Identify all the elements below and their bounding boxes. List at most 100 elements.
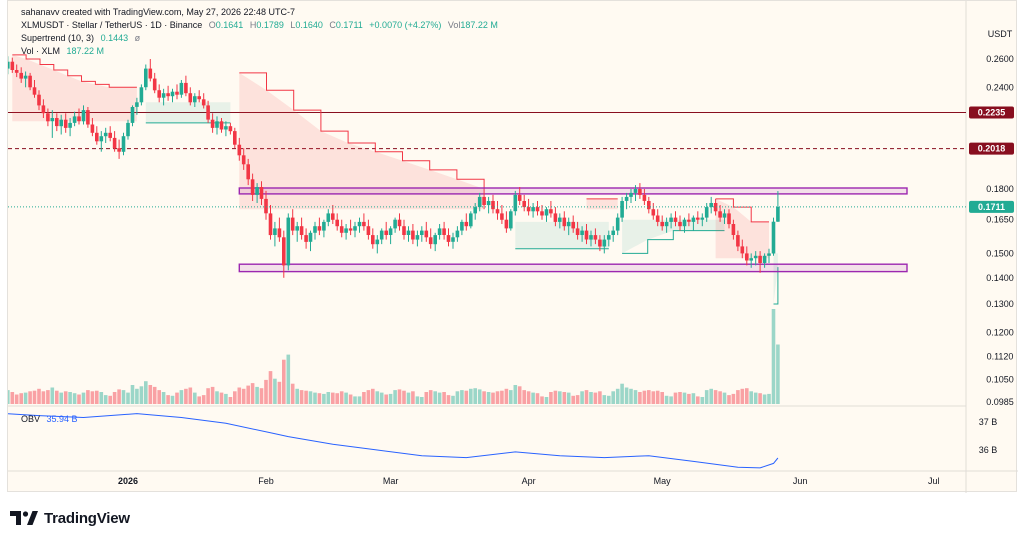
volume-bar	[771, 309, 776, 404]
volume-bar	[148, 385, 153, 404]
volume-bar	[246, 385, 250, 404]
volume-bar	[709, 388, 713, 404]
candle	[700, 213, 705, 227]
candle-body	[411, 230, 415, 240]
volume-bar	[589, 392, 593, 404]
candle	[117, 139, 121, 159]
candle	[224, 121, 228, 137]
volume-bar	[166, 395, 170, 404]
volume-bar	[32, 390, 37, 404]
candle	[90, 118, 95, 137]
candle-body	[731, 224, 736, 235]
volume-bar	[495, 391, 500, 404]
candle	[41, 99, 46, 118]
candle	[749, 253, 753, 268]
candle	[10, 57, 15, 73]
candle	[718, 205, 722, 222]
volume-bar	[371, 388, 375, 404]
volume-bar	[121, 390, 126, 404]
candle-body	[736, 235, 740, 247]
time-tick-label: Apr	[522, 476, 536, 486]
candle	[375, 235, 380, 254]
volume-bar	[193, 392, 197, 404]
candle	[331, 205, 335, 224]
candle-body	[379, 230, 384, 240]
candle-body	[152, 78, 157, 91]
time-tick-label: Jul	[928, 476, 940, 486]
candle	[602, 235, 607, 254]
volume-bar	[170, 395, 175, 404]
volume-bar	[482, 391, 486, 404]
price-tick-label: 0.2400	[986, 82, 1014, 92]
candle	[201, 93, 206, 109]
candle	[771, 217, 776, 256]
volume-bar	[264, 379, 268, 404]
chart-frame: USDT 0.2600 0.2400 0.1800 0.1650 0.1500 0.1400…	[7, 0, 1018, 493]
supertrend-line-up-7	[773, 267, 779, 305]
obv-legend[interactable]: OBV 35.94 B	[21, 414, 82, 424]
volume-bar	[55, 390, 59, 404]
candle-body	[228, 126, 233, 132]
candle	[753, 251, 758, 266]
tradingview-logo-icon	[10, 511, 38, 525]
volume-legend[interactable]: Vol · XLM 187.22 M	[21, 46, 108, 56]
volume-bar	[651, 391, 656, 404]
candle	[575, 221, 580, 240]
volume-bar	[144, 381, 148, 404]
supertrend-label: Supertrend (10, 3)	[21, 33, 95, 43]
candle	[157, 84, 161, 103]
volume-bar	[544, 397, 549, 404]
candle	[14, 64, 19, 78]
candle-body	[166, 93, 170, 97]
volume-bar	[72, 393, 77, 404]
candle-body	[99, 136, 104, 142]
candle-body	[135, 102, 139, 107]
candle-body	[348, 228, 353, 231]
volume-bar	[669, 396, 673, 404]
candle	[420, 226, 424, 242]
volume-bar	[59, 392, 63, 404]
candle	[339, 219, 344, 238]
candle-body	[482, 196, 486, 205]
volume-bar	[237, 387, 242, 404]
visibility-icon[interactable]: ø	[134, 33, 141, 43]
candle	[55, 113, 59, 132]
symbol-title[interactable]: XLMUSDT · Stellar / TetherUS · 1D · Bina…	[21, 20, 203, 30]
volume-bar	[228, 397, 233, 404]
candle-body	[237, 144, 242, 156]
volume-bar	[736, 390, 740, 404]
change-value: +0.0070 (+4.27%)	[369, 20, 442, 30]
chart-canvas[interactable]: USDT 0.2600 0.2400 0.1800 0.1650 0.1500 0.1400…	[8, 1, 1018, 493]
volume-bar	[139, 386, 144, 404]
candle-body	[121, 136, 126, 152]
supertrend-fill-3	[515, 221, 609, 249]
obv-tick-label: 36 B	[979, 445, 998, 455]
candle-body	[331, 213, 335, 220]
volume-bar	[126, 392, 130, 404]
candle-body	[535, 207, 540, 212]
candle	[469, 211, 473, 229]
price-tick-label: 0.2600	[986, 54, 1014, 64]
candle	[290, 209, 295, 236]
candle-body	[184, 82, 188, 94]
candle	[745, 246, 749, 266]
candle-body	[509, 211, 513, 229]
supertrend-legend[interactable]: Supertrend (10, 3) 0.1443 ø	[21, 33, 144, 43]
volume-bar	[638, 392, 642, 404]
candle-body	[41, 105, 46, 114]
price-tick-label: 0.1050	[986, 374, 1014, 384]
candle-body	[433, 235, 437, 245]
candle	[313, 221, 317, 240]
candle	[486, 196, 491, 214]
candle-body	[357, 221, 362, 227]
candle-body	[46, 113, 50, 122]
close-value: 0.1711	[335, 20, 363, 30]
volume-bar	[201, 395, 206, 404]
candle-body	[428, 237, 433, 245]
candle-body	[322, 221, 326, 231]
candle	[660, 215, 664, 231]
volume-bar	[290, 383, 295, 404]
candle	[607, 230, 611, 247]
volume-bar	[224, 393, 228, 404]
tradingview-brand: TradingView	[44, 509, 130, 527]
